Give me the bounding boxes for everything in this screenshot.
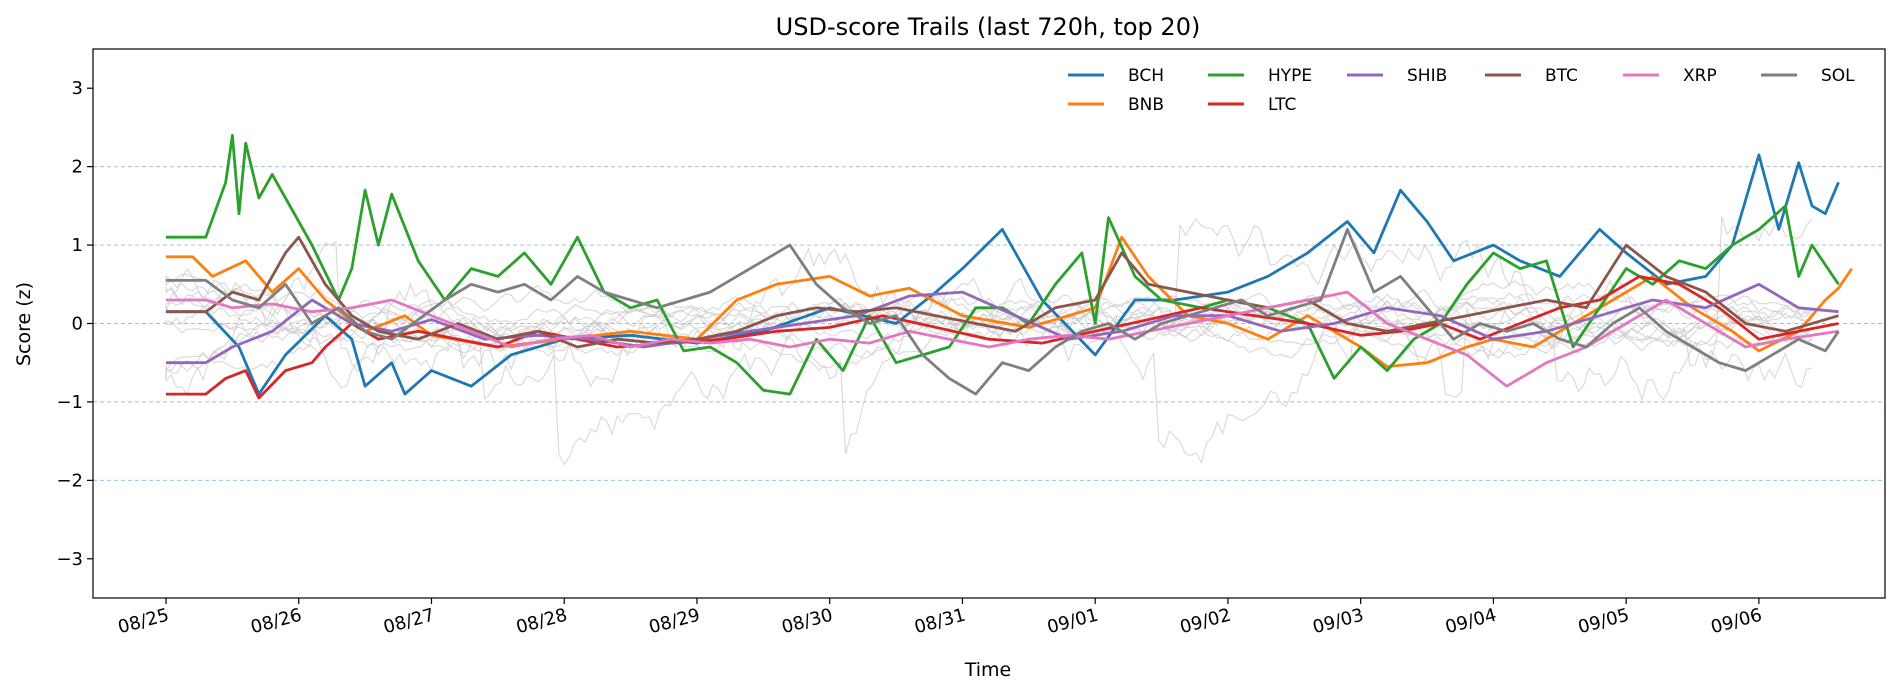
series-line-ltc: [166, 275, 1839, 400]
background-series-line: [165, 288, 1813, 358]
background-series-line: [165, 286, 1813, 364]
legend-label-btc: BTC: [1545, 66, 1578, 86]
x-tick-label: 09/03: [1310, 605, 1366, 639]
x-tick-label: 08/31: [912, 605, 968, 639]
chart-title: USD-score Trails (last 720h, top 20): [776, 13, 1201, 41]
x-axis: 08/25 08/26 08/27 08/28 08/29 08/30 08/31 09/01…: [116, 598, 1764, 638]
y-tick-label: 0: [72, 314, 83, 335]
y-tick-label: −1: [56, 392, 83, 413]
legend-label-hype: HYPE: [1268, 66, 1312, 86]
y-tick-label: 1: [72, 235, 83, 256]
series-line-btc: [166, 235, 1839, 349]
x-tick-label: 08/26: [248, 605, 304, 639]
series-line-shib: [166, 282, 1839, 365]
x-tick-label: 08/28: [514, 605, 570, 639]
legend-label-shib: SHIB: [1407, 66, 1447, 86]
legend-label-xrp: XRP: [1683, 66, 1717, 86]
x-tick-label: 09/04: [1443, 605, 1499, 639]
legend-label-sol: SOL: [1821, 66, 1855, 86]
legend-label-bch: BCH: [1128, 66, 1164, 86]
x-tick-label: 08/30: [779, 605, 835, 639]
x-tick-label: 08/25: [116, 605, 172, 639]
x-tick-label: 09/02: [1178, 605, 1234, 639]
x-tick-label: 09/06: [1709, 605, 1765, 639]
series-line-sol: [166, 228, 1840, 396]
y-tick-label: −3: [56, 549, 83, 570]
y-axis-label: Score (z): [13, 282, 35, 366]
x-axis-label: Time: [964, 659, 1012, 681]
x-tick-label: 09/05: [1576, 605, 1632, 639]
x-tick-label: 08/29: [647, 605, 703, 639]
background-series-line: [165, 288, 1813, 359]
x-tick-label: 08/27: [381, 605, 437, 639]
series-lines: [166, 133, 1853, 400]
y-axis: −3 −2 −1 0 1 2 3: [56, 78, 93, 570]
legend: BCH BNB HYPE LTC SHIB BTC XRP SOL: [1068, 66, 1855, 115]
y-tick-label: −2: [56, 470, 83, 491]
x-tick-label: 09/01: [1045, 605, 1101, 639]
legend-label-bnb: BNB: [1128, 95, 1164, 115]
series-line-xrp: [166, 290, 1839, 388]
y-tick-label: 2: [72, 157, 83, 178]
y-tick-label: 3: [72, 78, 83, 99]
legend-label-ltc: LTC: [1268, 95, 1296, 115]
